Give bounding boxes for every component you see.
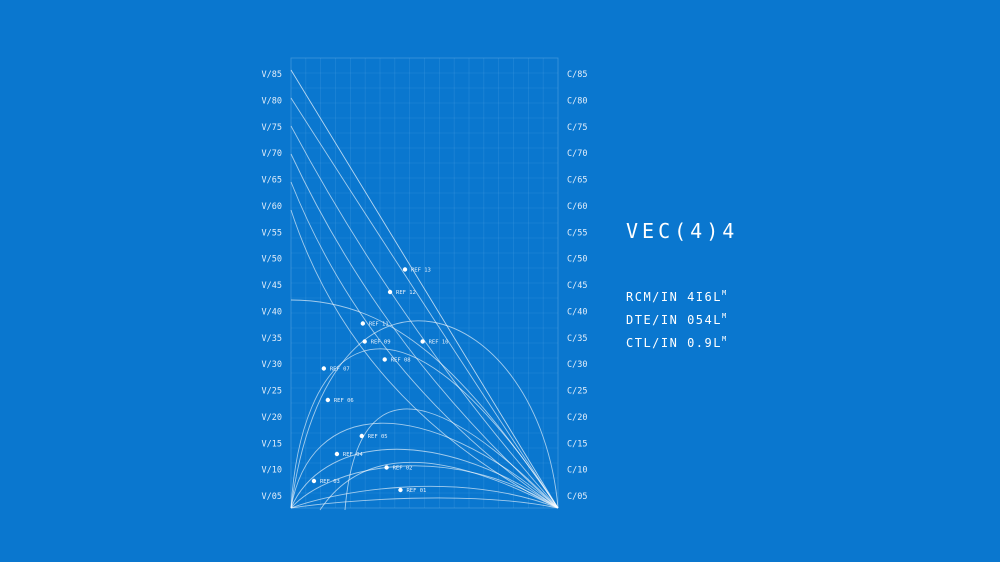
trajectory-curve [290,209,559,509]
right-axis-label: C/20 [567,413,587,423]
reference-label: REF 09 [371,340,391,346]
left-axis-label: V/45 [262,281,282,291]
right-axis-label: C/30 [567,360,587,370]
spec-rcm: RCM/IN 4I6LM [626,284,926,307]
reference-point [325,397,331,403]
reference-label: REF 03 [320,479,340,485]
reference-label: REF 10 [429,340,449,346]
right-axis-label: C/75 [567,123,587,133]
trajectory-curve [290,97,559,509]
reference-label: REF 06 [334,398,354,404]
spec-dte-unit: M [721,312,727,320]
reference-label: REF 11 [369,322,389,328]
trajectory-curve [290,448,559,509]
trajectory-curve [290,299,559,509]
left-axis-label: V/60 [262,202,282,212]
trajectory-curve [290,348,559,509]
reference-label: REF 07 [330,367,350,373]
spec-ctl: CTL/IN 0.9LM [626,330,926,353]
left-axis-label: V/70 [262,149,282,159]
left-axis-label: V/80 [262,96,282,106]
spec-ctl-text: CTL/IN 0.9L [626,336,722,350]
left-axis-label: V/10 [262,466,282,476]
left-axis-label: V/40 [262,307,282,317]
right-axis-label: C/60 [567,202,587,212]
left-axis-label: V/25 [262,387,282,397]
reference-point [402,267,408,272]
right-axis-label: C/35 [567,334,587,344]
reference-label: REF 12 [396,290,416,296]
right-axis-label: C/85 [567,70,587,80]
right-axis-label: C/65 [567,176,587,186]
right-axis-label: C/80 [567,96,587,106]
trajectory-curve [290,422,559,509]
left-axis-label: V/35 [262,334,282,344]
left-axis-label: V/20 [262,413,282,423]
reference-point [362,339,367,344]
spec-dte: DTE/IN 054LM [626,307,926,330]
reference-label: REF 08 [391,358,411,364]
reference-label: REF 05 [368,434,388,440]
left-axis-label: V/65 [262,176,282,186]
left-axis-label: V/05 [262,492,282,502]
left-axis: V/85 V/80 V/75 V/70 V/65 V/60 V/55 V/50 V/45 V/40… [262,70,282,502]
trajectory-curve [290,465,559,509]
reference-point [334,451,340,457]
reference-point [387,289,393,295]
reference-point [311,478,317,484]
spec-dte-text: DTE/IN 054L [626,313,722,327]
info-panel: VEC(4)4 RCM/IN 4I6LM DTE/IN 054LM CTL/IN… [626,216,926,353]
left-axis-label: V/85 [262,70,282,80]
diagram-title: VEC(4)4 [626,219,739,243]
trajectory-curve [290,69,559,509]
left-axis-label: V/75 [262,123,282,133]
reference-point [398,487,403,493]
trajectory-curve [290,181,559,509]
trajectory-curve [290,485,559,509]
reference-label: REF 02 [393,466,413,472]
reference-points: REF 13 REF 12 REF 11 REF 09 REF 10 REF 08 REF … [311,267,449,494]
reference-point [384,465,389,470]
right-axis-label: C/45 [567,281,587,291]
trajectory-curve [290,320,559,509]
right-axis-label: C/15 [567,439,587,449]
spec-rcm-unit: M [721,289,727,297]
left-axis-label: V/30 [262,360,282,370]
reference-label: REF 01 [406,488,426,494]
plot-frame [290,57,559,509]
right-axis-label: C/10 [567,466,587,476]
left-axis-label: V/55 [262,228,282,238]
reference-point [321,366,327,371]
right-axis-label: C/70 [567,149,587,159]
reference-point [382,357,387,362]
left-axis-label: V/50 [262,255,282,265]
right-axis-label: C/05 [567,492,587,502]
trajectory-curves [290,69,559,511]
right-axis: C/85 C/80 C/75 C/70 C/65 C/60 C/55 C/50 C/45 C/40… [567,70,587,502]
trajectory-curve [319,461,559,511]
right-axis-label: C/50 [567,255,587,265]
trajectory-curve [344,408,559,511]
reference-point [359,433,364,439]
spec-rcm-text: RCM/IN 4I6L [626,290,722,304]
reference-point [360,321,366,326]
right-axis-label: C/40 [567,307,587,317]
reference-point [420,339,425,344]
left-axis-label: V/15 [262,439,282,449]
right-axis-label: C/55 [567,228,587,238]
grid [291,58,558,508]
reference-label: REF 04 [343,452,364,458]
reference-label: REF 13 [411,268,431,274]
spec-ctl-unit: M [721,335,727,343]
trajectory-curve [290,497,559,509]
trajectory-curve [290,125,559,509]
right-axis-label: C/25 [567,387,587,397]
